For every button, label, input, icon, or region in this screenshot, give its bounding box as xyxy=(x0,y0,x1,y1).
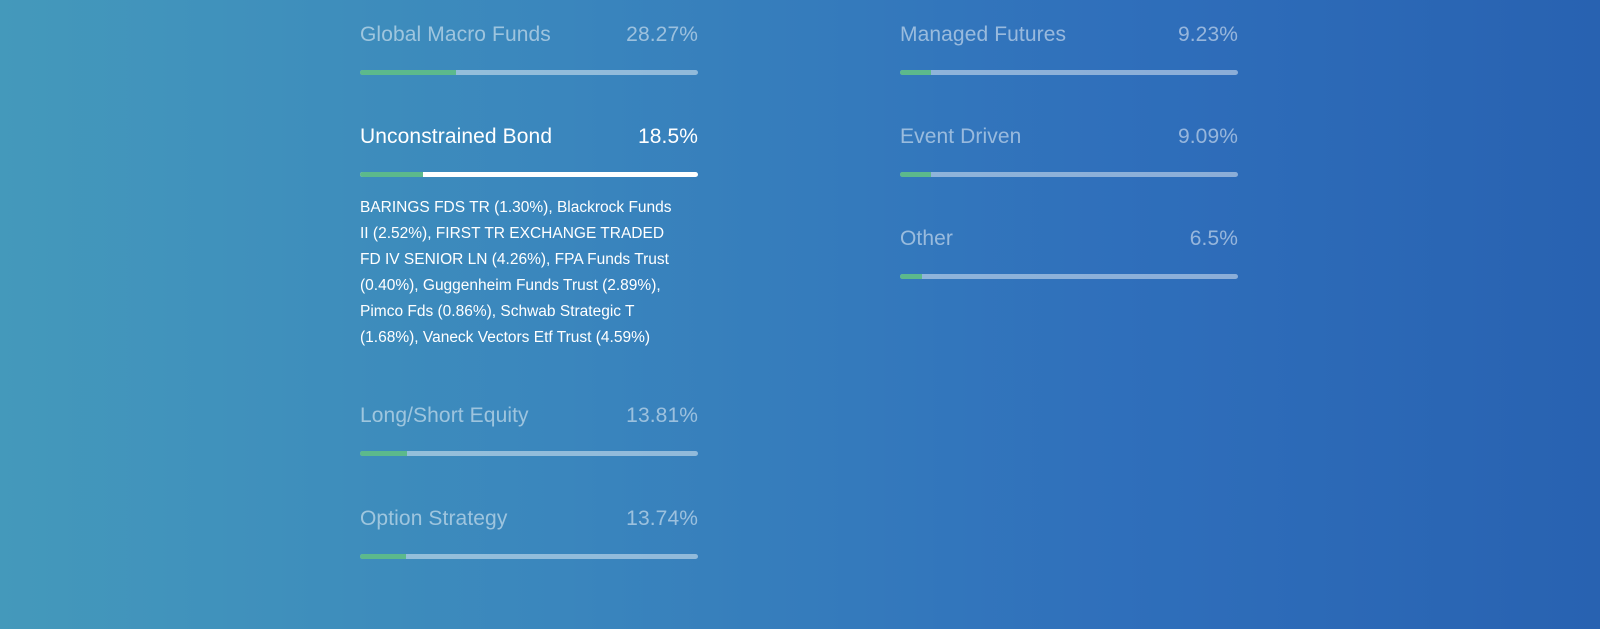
allocation-progress-fill xyxy=(900,274,922,279)
allocation-name: Option Strategy xyxy=(360,507,508,530)
allocation-name: Managed Futures xyxy=(900,23,1067,46)
allocation-details-text: BARINGS FDS TR (1.30%), Blackrock Funds … xyxy=(360,199,672,346)
allocation-item-managed-futures[interactable]: Managed Futures 9.23% xyxy=(900,20,1238,75)
allocation-progress-fill xyxy=(360,554,407,559)
allocation-percent: 28.27% xyxy=(626,23,698,46)
allocation-progress-bar xyxy=(900,274,1238,279)
allocation-name: Long/Short Equity xyxy=(360,404,529,427)
allocation-progress-fill xyxy=(900,70,932,75)
allocation-progress-bar xyxy=(360,554,698,559)
allocation-item-unconstrained-bond[interactable]: Unconstrained Bond 18.5% xyxy=(360,122,698,177)
allocation-percent: 13.81% xyxy=(626,404,698,427)
allocation-item-global-macro-funds[interactable]: Global Macro Funds 28.27% xyxy=(360,20,698,75)
allocation-item-option-strategy[interactable]: Option Strategy 13.74% xyxy=(360,504,698,559)
allocation-percent: 13.74% xyxy=(626,507,698,530)
allocation-progress-bar xyxy=(360,70,698,75)
allocation-name: Global Macro Funds xyxy=(360,23,551,46)
allocation-name: Event Driven xyxy=(900,125,1022,148)
allocation-name: Unconstrained Bond xyxy=(360,125,553,148)
allocation-progress-fill xyxy=(360,70,456,75)
allocation-item-event-driven[interactable]: Event Driven 9.09% xyxy=(900,122,1238,177)
allocation-progress-fill xyxy=(360,172,423,177)
allocation-progress-fill xyxy=(360,451,407,456)
allocation-item-long-short-equity[interactable]: Long/Short Equity 13.81% xyxy=(360,401,698,456)
allocation-progress-bar xyxy=(360,172,698,177)
allocation-percent: 6.5% xyxy=(1189,227,1238,250)
allocation-percent: 18.5% xyxy=(637,125,698,148)
allocation-progress-bar xyxy=(900,70,1238,75)
allocation-percent: 9.09% xyxy=(1177,125,1238,148)
allocation-progress-bar xyxy=(900,172,1238,177)
allocation-progress-bar xyxy=(360,451,698,456)
allocation-percent: 9.23% xyxy=(1177,23,1238,46)
allocation-progress-fill xyxy=(900,172,931,177)
allocation-item-other[interactable]: Other 6.5% xyxy=(900,224,1238,279)
allocation-name: Other xyxy=(900,227,954,250)
